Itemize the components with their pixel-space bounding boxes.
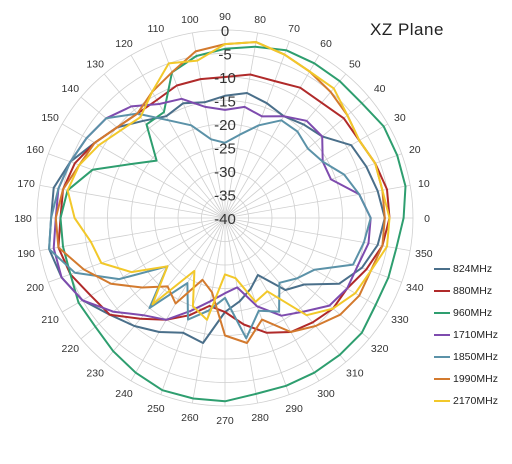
chart-labels: 0 -5 -10 -15 -20 -25 -30 -35 -40 0 10 20 30 40 50 60 70 8… xyxy=(14,11,433,427)
legend-swatch xyxy=(434,290,450,292)
chart-series xyxy=(48,41,407,403)
angle-tick-label: 70 xyxy=(288,23,300,35)
angle-tick-label: 130 xyxy=(86,58,104,70)
angle-tick-label: 280 xyxy=(251,412,269,424)
grid-ring xyxy=(36,29,414,407)
angle-tick-label: 90 xyxy=(219,11,231,23)
angle-tick-label: 0 xyxy=(424,213,430,225)
angle-tick-label: 30 xyxy=(394,112,406,124)
series-line xyxy=(59,45,407,403)
angle-tick-label: 270 xyxy=(216,415,234,427)
legend-swatch xyxy=(434,312,450,314)
angle-tick-label: 50 xyxy=(349,58,361,70)
radial-tick-label: -25 xyxy=(214,141,236,158)
grid-ring xyxy=(201,194,249,242)
legend-item: 2170MHz xyxy=(434,390,498,412)
radial-tick-label: -30 xyxy=(214,164,236,181)
angle-tick-label: 100 xyxy=(181,14,199,26)
angle-tick-label: 340 xyxy=(406,282,424,294)
angle-tick-label: 330 xyxy=(391,314,409,326)
radial-tick-label: -20 xyxy=(214,117,236,134)
series-line xyxy=(66,41,391,321)
legend: 824MHz 880MHz 960MHz 1710MHz 1850MHz 199… xyxy=(434,258,498,412)
radial-tick-label: -35 xyxy=(214,188,236,205)
angle-tick-label: 260 xyxy=(181,412,199,424)
angle-tick-label: 190 xyxy=(17,248,35,260)
angle-tick-label: 200 xyxy=(26,282,44,294)
angle-tick-label: 20 xyxy=(409,144,421,156)
radial-tick-label: -15 xyxy=(214,94,236,111)
angle-tick-label: 310 xyxy=(346,368,364,380)
angle-tick-label: 210 xyxy=(41,314,59,326)
series-line xyxy=(48,112,372,340)
legend-item: 960MHz xyxy=(434,302,498,324)
angle-tick-label: 40 xyxy=(374,83,386,95)
angle-tick-label: 60 xyxy=(320,38,332,50)
legend-swatch xyxy=(434,378,450,380)
angle-tick-label: 290 xyxy=(285,403,303,415)
angle-tick-label: 170 xyxy=(17,178,35,190)
legend-label: 2170MHz xyxy=(453,395,498,407)
radial-tick-label: 0 xyxy=(221,23,229,40)
angle-tick-label: 250 xyxy=(147,403,165,415)
legend-swatch xyxy=(434,356,450,358)
angle-tick-label: 230 xyxy=(86,368,104,380)
radial-tick-label: -5 xyxy=(218,47,231,64)
angle-tick-label: 350 xyxy=(415,248,433,260)
legend-label: 1990MHz xyxy=(453,373,498,385)
legend-label: 880MHz xyxy=(453,285,493,297)
angle-tick-label: 120 xyxy=(115,38,133,50)
legend-item: 880MHz xyxy=(434,280,498,302)
legend-item: 824MHz xyxy=(434,258,498,280)
angle-tick-label: 240 xyxy=(115,388,133,400)
legend-item: 1710MHz xyxy=(434,324,498,346)
grid-ring xyxy=(177,170,273,266)
legend-swatch xyxy=(434,400,450,402)
legend-swatch xyxy=(434,268,450,270)
legend-label: 960MHz xyxy=(453,307,493,319)
angle-tick-label: 180 xyxy=(14,213,32,225)
radial-tick-label: -40 xyxy=(214,211,236,228)
angle-tick-label: 150 xyxy=(41,112,59,124)
angle-tick-label: 80 xyxy=(254,14,266,26)
radial-tick-label: -10 xyxy=(214,70,236,87)
grid-ring xyxy=(154,147,296,289)
legend-label: 1850MHz xyxy=(453,351,498,363)
angle-tick-label: 110 xyxy=(148,23,165,35)
legend-item: 1990MHz xyxy=(434,368,498,390)
angle-tick-label: 140 xyxy=(62,83,80,95)
chart-title: XZ Plane xyxy=(370,20,444,39)
angle-tick-label: 160 xyxy=(26,144,44,156)
legend-item: 1850MHz xyxy=(434,346,498,368)
legend-label: 824MHz xyxy=(453,263,493,275)
angle-tick-label: 300 xyxy=(317,388,335,400)
angle-tick-label: 320 xyxy=(371,343,389,355)
series-line xyxy=(52,97,372,321)
legend-swatch xyxy=(434,334,450,336)
angle-tick-label: 10 xyxy=(418,178,430,190)
angle-tick-label: 220 xyxy=(62,343,80,355)
legend-label: 1710MHz xyxy=(453,329,498,341)
